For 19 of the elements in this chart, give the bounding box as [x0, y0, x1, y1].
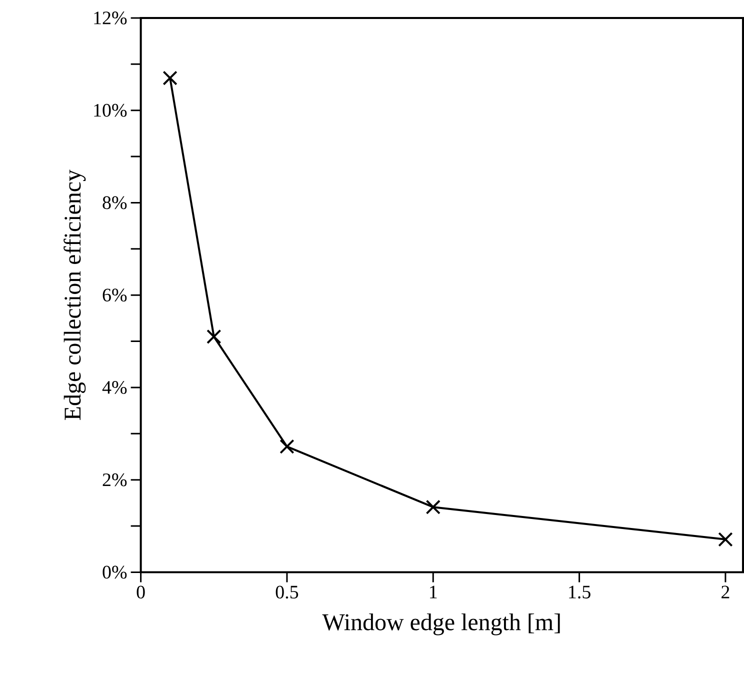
point — [718, 532, 733, 547]
x-tick-label: 0.5 — [276, 586, 298, 599]
y-tick-label: 4% — [102, 381, 127, 394]
point — [426, 500, 440, 514]
y-tick-label: 6% — [102, 288, 127, 302]
y-tick-label: 10% — [94, 104, 127, 117]
x-tick-label: 0 — [136, 586, 145, 599]
y-tick-label: 2% — [102, 473, 127, 486]
y-tick-label: 8% — [102, 196, 127, 210]
y-tick-label: 12% — [94, 12, 127, 24]
x-tick-label: 2 — [722, 586, 730, 598]
point — [280, 439, 294, 454]
point — [162, 70, 178, 86]
x-tick-label: 1 — [430, 586, 437, 598]
y-tick-label: 0% — [102, 566, 127, 579]
y-axis-title: Edge collection efficiency — [64, 170, 86, 420]
x-tick-label: 1.5 — [569, 586, 590, 598]
x-axis-title: Window edge length [m] — [322, 613, 560, 636]
point — [206, 329, 222, 344]
